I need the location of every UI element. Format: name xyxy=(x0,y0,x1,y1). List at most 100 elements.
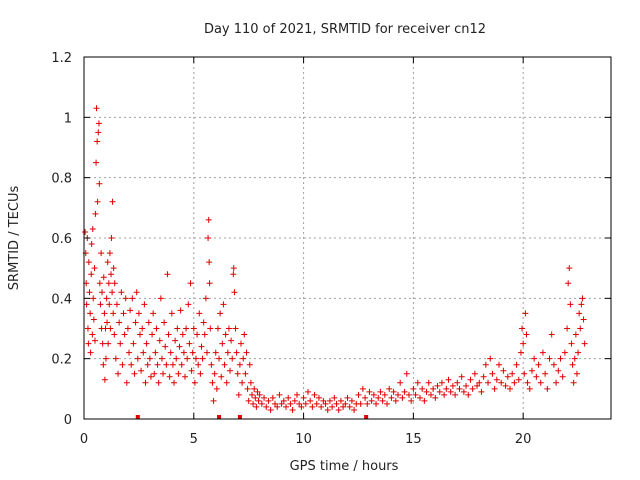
data-point xyxy=(517,349,524,356)
data-point xyxy=(83,301,90,308)
data-point xyxy=(197,370,204,377)
data-point xyxy=(535,361,542,368)
data-point xyxy=(219,340,226,347)
data-point xyxy=(199,355,206,362)
data-point xyxy=(136,331,143,338)
data-point xyxy=(331,394,338,401)
data-point xyxy=(92,210,99,217)
data-point xyxy=(576,310,583,317)
data-point xyxy=(348,397,355,404)
data-point xyxy=(184,355,191,362)
data-point xyxy=(110,265,117,272)
data-point xyxy=(105,280,112,287)
data-point xyxy=(105,340,112,347)
data-point xyxy=(504,373,511,380)
data-point xyxy=(478,388,485,395)
x-tick-label: 10 xyxy=(295,432,312,447)
zero-marker xyxy=(364,415,369,419)
data-point xyxy=(569,361,576,368)
data-point xyxy=(318,403,325,410)
data-point xyxy=(526,385,533,392)
data-point xyxy=(245,397,252,404)
data-point xyxy=(423,388,430,395)
data-point xyxy=(403,370,410,377)
data-point xyxy=(449,382,456,389)
data-point xyxy=(416,394,423,401)
data-point xyxy=(443,385,450,392)
data-point xyxy=(102,355,109,362)
data-point xyxy=(104,259,111,266)
data-point xyxy=(489,370,496,377)
data-point xyxy=(228,337,235,344)
data-point xyxy=(164,271,171,278)
data-point xyxy=(97,301,104,308)
data-point xyxy=(544,385,551,392)
data-point xyxy=(564,325,571,332)
data-point xyxy=(216,355,223,362)
data-point xyxy=(201,331,208,338)
data-point xyxy=(255,397,262,404)
data-point xyxy=(231,289,238,296)
y-tick-label: 0.8 xyxy=(51,172,72,187)
data-point xyxy=(206,280,213,287)
data-point xyxy=(100,274,107,281)
data-point xyxy=(498,379,505,386)
y-tick-labels: 0 0.2 0.4 0.6 0.8 1 1.2 xyxy=(51,51,72,428)
data-point xyxy=(141,301,148,308)
data-point xyxy=(463,382,470,389)
x-tick-label: 5 xyxy=(190,432,198,447)
data-point xyxy=(174,325,181,332)
data-point xyxy=(223,379,230,386)
data-point xyxy=(272,400,279,407)
data-point xyxy=(307,397,314,404)
data-point xyxy=(212,349,219,356)
data-point xyxy=(326,397,333,404)
data-point xyxy=(519,325,526,332)
data-point xyxy=(430,385,437,392)
data-point xyxy=(458,373,465,380)
data-point xyxy=(95,129,102,136)
data-point xyxy=(506,385,513,392)
data-point xyxy=(256,391,263,398)
data-point xyxy=(344,394,351,401)
data-point xyxy=(250,400,257,407)
data-point xyxy=(89,225,96,232)
data-point xyxy=(153,325,160,332)
data-point xyxy=(172,337,179,344)
plot-frame xyxy=(83,56,612,420)
data-point xyxy=(211,370,218,377)
data-point xyxy=(232,325,239,332)
data-point xyxy=(87,349,94,356)
y-tick-label: 1.2 xyxy=(51,51,72,66)
data-point xyxy=(555,367,562,374)
data-point xyxy=(93,105,100,112)
data-point xyxy=(144,361,151,368)
data-point xyxy=(126,349,133,356)
data-point xyxy=(248,391,255,398)
data-point xyxy=(414,379,421,386)
data-point xyxy=(496,361,503,368)
data-point xyxy=(205,235,212,241)
data-point xyxy=(251,385,258,392)
data-point xyxy=(276,391,283,398)
data-point xyxy=(408,397,415,404)
data-point xyxy=(217,310,224,317)
data-point xyxy=(121,331,128,338)
data-point xyxy=(278,400,285,407)
data-point xyxy=(309,403,316,410)
data-point xyxy=(412,391,419,398)
data-point xyxy=(243,349,250,356)
data-point xyxy=(227,367,234,374)
data-point xyxy=(445,376,452,383)
data-point xyxy=(155,379,162,386)
data-point xyxy=(465,391,472,398)
data-point xyxy=(567,301,574,308)
data-point xyxy=(229,355,236,362)
data-point xyxy=(487,355,494,362)
data-point xyxy=(467,376,474,383)
data-point xyxy=(263,403,270,410)
data-point xyxy=(384,400,391,407)
data-point xyxy=(124,325,131,332)
data-point xyxy=(87,310,94,317)
